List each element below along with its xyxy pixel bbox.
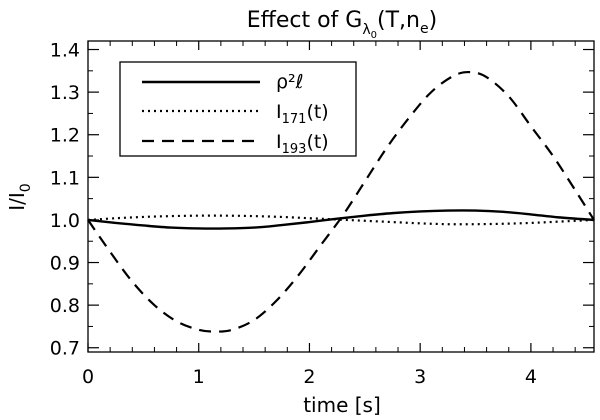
y-tick-label: 0.7: [50, 338, 80, 360]
y-tick-label: 1.2: [50, 125, 80, 147]
legend-label-1: I171(t): [276, 101, 329, 127]
title-subsub: 0: [371, 30, 377, 41]
title-args-after: ): [429, 8, 438, 33]
title-args-sub: e: [420, 21, 429, 37]
legend-label-0: ρ²ℓ: [276, 71, 304, 93]
legend-0-base: ρ²ℓ: [276, 71, 304, 93]
legend-1-after: (t): [306, 101, 328, 123]
legend-1-sub: 171: [282, 112, 307, 127]
legend-label-2: I193(t): [276, 131, 329, 157]
y-tick-label: 1.1: [50, 167, 80, 189]
y-axis-label-base: I/I: [5, 192, 29, 211]
series-line-solid: [87, 209, 595, 230]
plot-frame: [87, 40, 595, 353]
y-axis-label-sub: 0: [18, 183, 34, 192]
x-tick-label: 3: [414, 366, 426, 388]
title-args-before: (T,n: [377, 8, 420, 33]
legend: ρ²ℓ I171(t) I193(t): [119, 61, 357, 157]
legend-2-after: (t): [306, 131, 328, 153]
title-base: Effect of G: [247, 8, 363, 33]
y-axis-label: I/I0: [5, 183, 34, 210]
chart-title: Effect of Gλ0(T,ne): [247, 8, 437, 41]
x-axis-label: time [s]: [303, 393, 381, 417]
y-tick-label: 0.8: [50, 295, 80, 317]
y-tick-label: 1.3: [50, 82, 80, 104]
legend-2-sub: 193: [282, 142, 307, 157]
x-tick-label: 2: [303, 366, 315, 388]
y-axis: 0.7 0.8 0.9 1.0 1.1 1.2 1.3 1.4: [50, 40, 594, 360]
series-line-dotted: [87, 214, 595, 226]
legend-2-base: I: [276, 131, 282, 153]
legend-1-base: I: [276, 101, 282, 123]
y-tick-label: 0.9: [50, 253, 80, 275]
x-tick-label: 4: [525, 366, 537, 388]
x-tick-label: 1: [193, 366, 205, 388]
title-sub: λ: [362, 22, 370, 38]
x-tick-label: 0: [82, 366, 94, 388]
x-axis: 0 1 2 3 4: [82, 41, 576, 388]
legend-box: [119, 61, 357, 157]
series-group: [87, 70, 595, 333]
y-tick-label: 1.0: [50, 210, 80, 232]
y-tick-label: 1.4: [50, 40, 80, 62]
